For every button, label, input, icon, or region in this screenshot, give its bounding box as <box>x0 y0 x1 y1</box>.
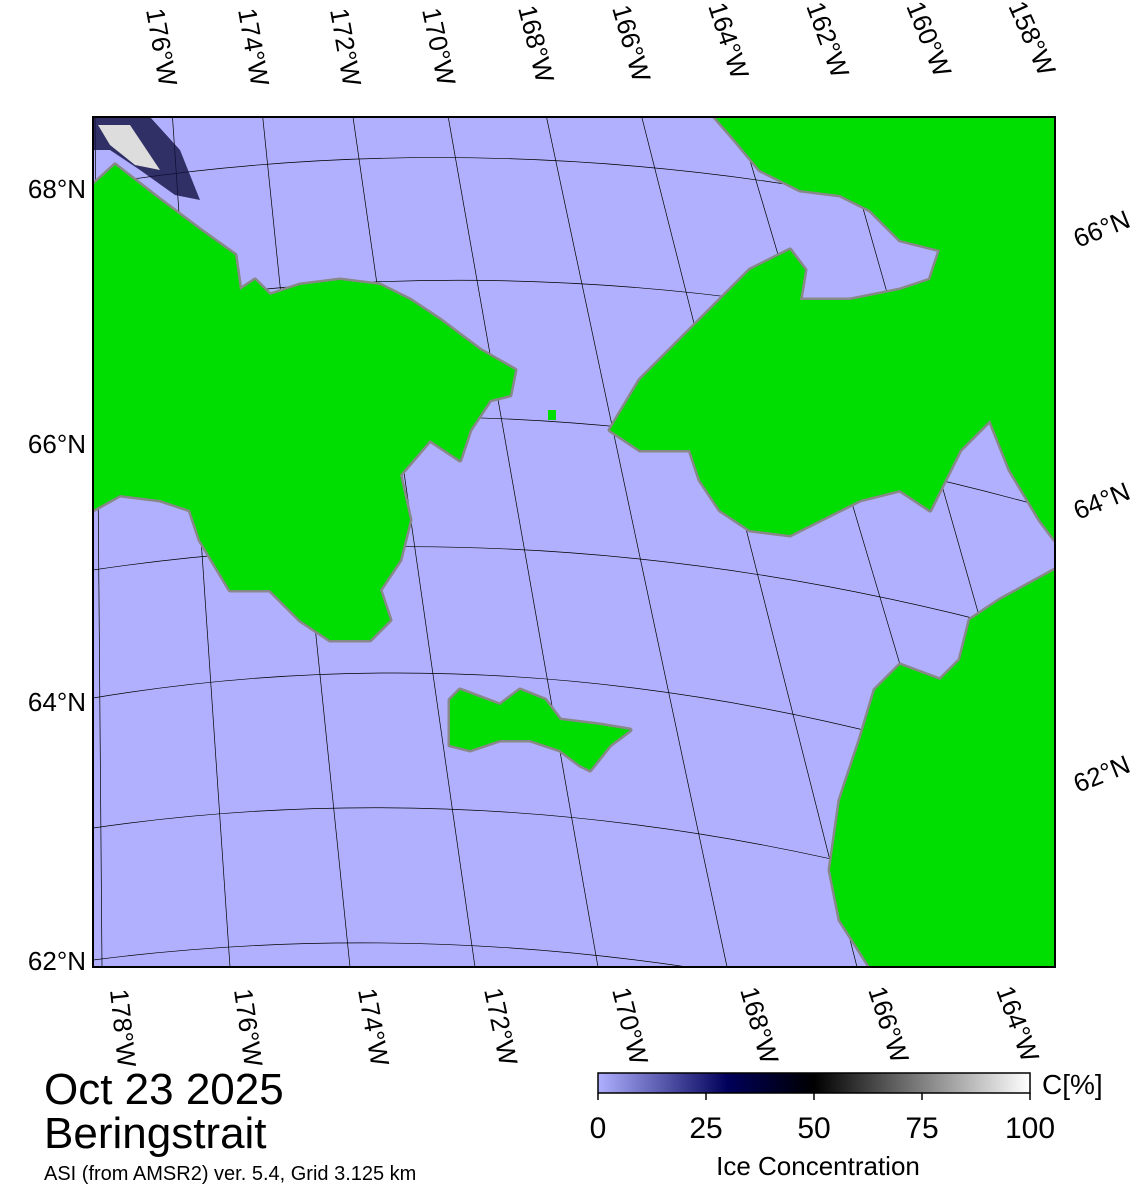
map <box>93 117 1055 967</box>
colorbar: C[%] Ice Concentration 0 25 50 75 100 <box>590 1069 1103 1181</box>
lon-label: 164°W <box>702 0 755 83</box>
lon-label: 166°W <box>606 1 657 85</box>
lon-label: 160°W <box>900 0 957 81</box>
lon-label: 162°W <box>800 0 855 82</box>
colorbar-tick-label: 50 <box>797 1112 830 1145</box>
source: ASI (from AMSR2) ver. 5.4, Grid 3.125 km <box>44 1163 416 1185</box>
lon-label: 174°W <box>352 986 395 1069</box>
colorbar-label: Ice Concentration <box>716 1151 920 1181</box>
diomede <box>548 410 556 420</box>
lon-label: 172°W <box>324 6 367 89</box>
seward-peninsula <box>607 117 1055 543</box>
lon-label: 168°W <box>734 983 785 1067</box>
lon-label: 164°W <box>990 982 1045 1066</box>
lon-label: 176°W <box>228 987 269 1069</box>
bottom-lon-labels: 178°W 176°W 174°W 172°W 170°W 168°W 166°… <box>104 982 1045 1069</box>
left-lat-labels: 68°N 66°N 64°N 62°N <box>28 174 86 976</box>
lon-label: 174°W <box>232 6 275 89</box>
lon-label: 170°W <box>606 984 654 1068</box>
lat-label: 64°N <box>1069 476 1134 526</box>
lat-label: 64°N <box>28 687 86 717</box>
lon-label: 172°W <box>478 985 524 1068</box>
lon-label: 176°W <box>140 6 183 89</box>
lat-label: 62°N <box>1069 749 1134 799</box>
lon-label: 170°W <box>416 5 462 88</box>
colorbar-gradient <box>597 1072 1031 1094</box>
western-alaska <box>827 567 1055 967</box>
date: Oct 23 2025 <box>44 1065 284 1114</box>
lat-label: 62°N <box>28 946 86 976</box>
colorbar-tick-label: 100 <box>1005 1112 1055 1145</box>
colorbar-tick-label: 0 <box>590 1112 607 1145</box>
lon-label: 166°W <box>862 983 915 1067</box>
map-frame <box>92 116 1056 968</box>
top-lon-labels: 176°W 174°W 172°W 170°W 168°W 166°W 164°… <box>140 0 1062 89</box>
lat-label: 66°N <box>1069 204 1134 254</box>
lon-label: 178°W <box>104 987 142 1068</box>
lat-label: 66°N <box>28 429 86 459</box>
colorbar-tick-label: 25 <box>689 1112 722 1145</box>
st-lawrence-island <box>447 687 633 773</box>
lon-label: 158°W <box>1003 0 1062 80</box>
region: Beringstrait <box>44 1109 267 1158</box>
colorbar-unit: C[%] <box>1042 1069 1103 1100</box>
right-lat-labels: 66°N 64°N 62°N <box>1069 204 1134 799</box>
ice-patch <box>98 125 160 170</box>
colorbar-tick-label: 75 <box>905 1112 938 1145</box>
chukotka <box>93 162 518 643</box>
lon-label: 168°W <box>512 2 560 86</box>
lat-label: 68°N <box>28 174 86 204</box>
